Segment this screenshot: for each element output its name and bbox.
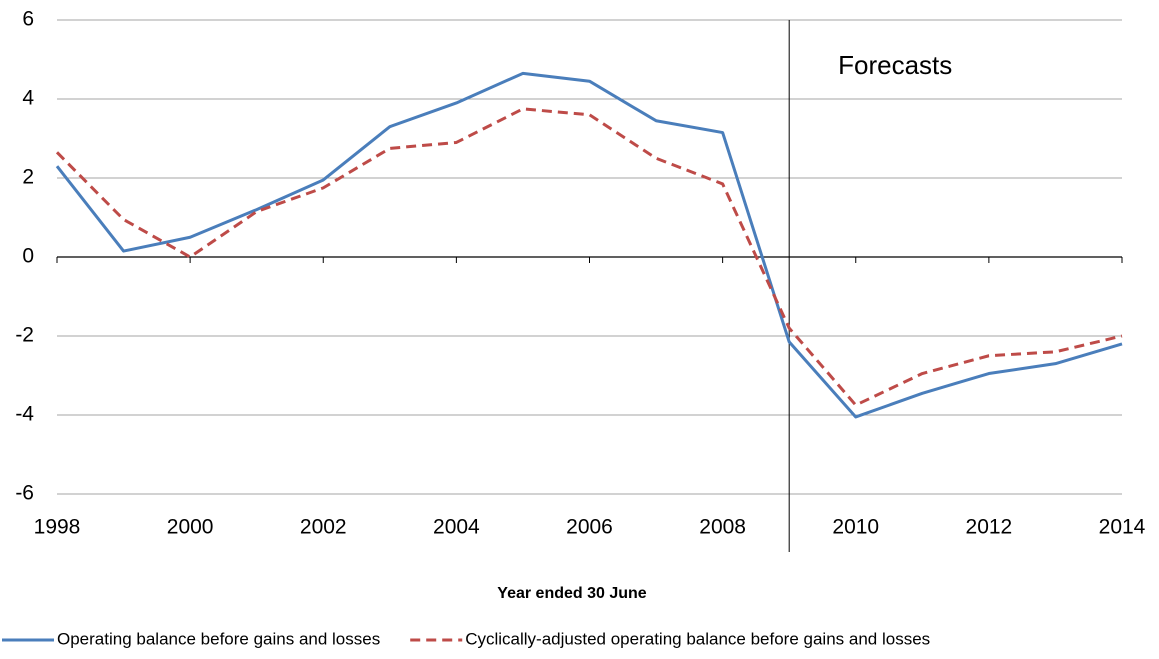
- y-tick-label: 0: [22, 245, 34, 268]
- x-tick-label: 2008: [699, 516, 746, 539]
- series-line: [55, 107, 1123, 407]
- x-tick-label: 2010: [832, 516, 879, 539]
- y-tick-label: -4: [15, 403, 34, 426]
- legend-label: Cyclically-adjusted operating balance be…: [465, 629, 930, 648]
- x-axis-label: Year ended 30 June: [497, 585, 647, 602]
- legend-label: Operating balance before gains and losse…: [57, 629, 380, 648]
- annotation: Forecasts: [838, 50, 952, 80]
- y-tick-label: -2: [15, 324, 34, 347]
- y-tick-label: 6: [22, 8, 34, 31]
- y-tick-label: -6: [15, 482, 34, 505]
- x-tick-label: 2002: [300, 516, 347, 539]
- y-tick-label: 4: [22, 87, 34, 110]
- x-tick-label: 1998: [34, 516, 81, 539]
- x-tick-label: 2000: [167, 516, 214, 539]
- x-tick-label: 2014: [1099, 516, 1146, 539]
- x-tick-label: 2004: [433, 516, 480, 539]
- x-tick-label: 2006: [566, 516, 613, 539]
- x-tick-label: 2012: [966, 516, 1013, 539]
- series-line: [55, 71, 1123, 419]
- y-tick-label: 2: [22, 166, 34, 189]
